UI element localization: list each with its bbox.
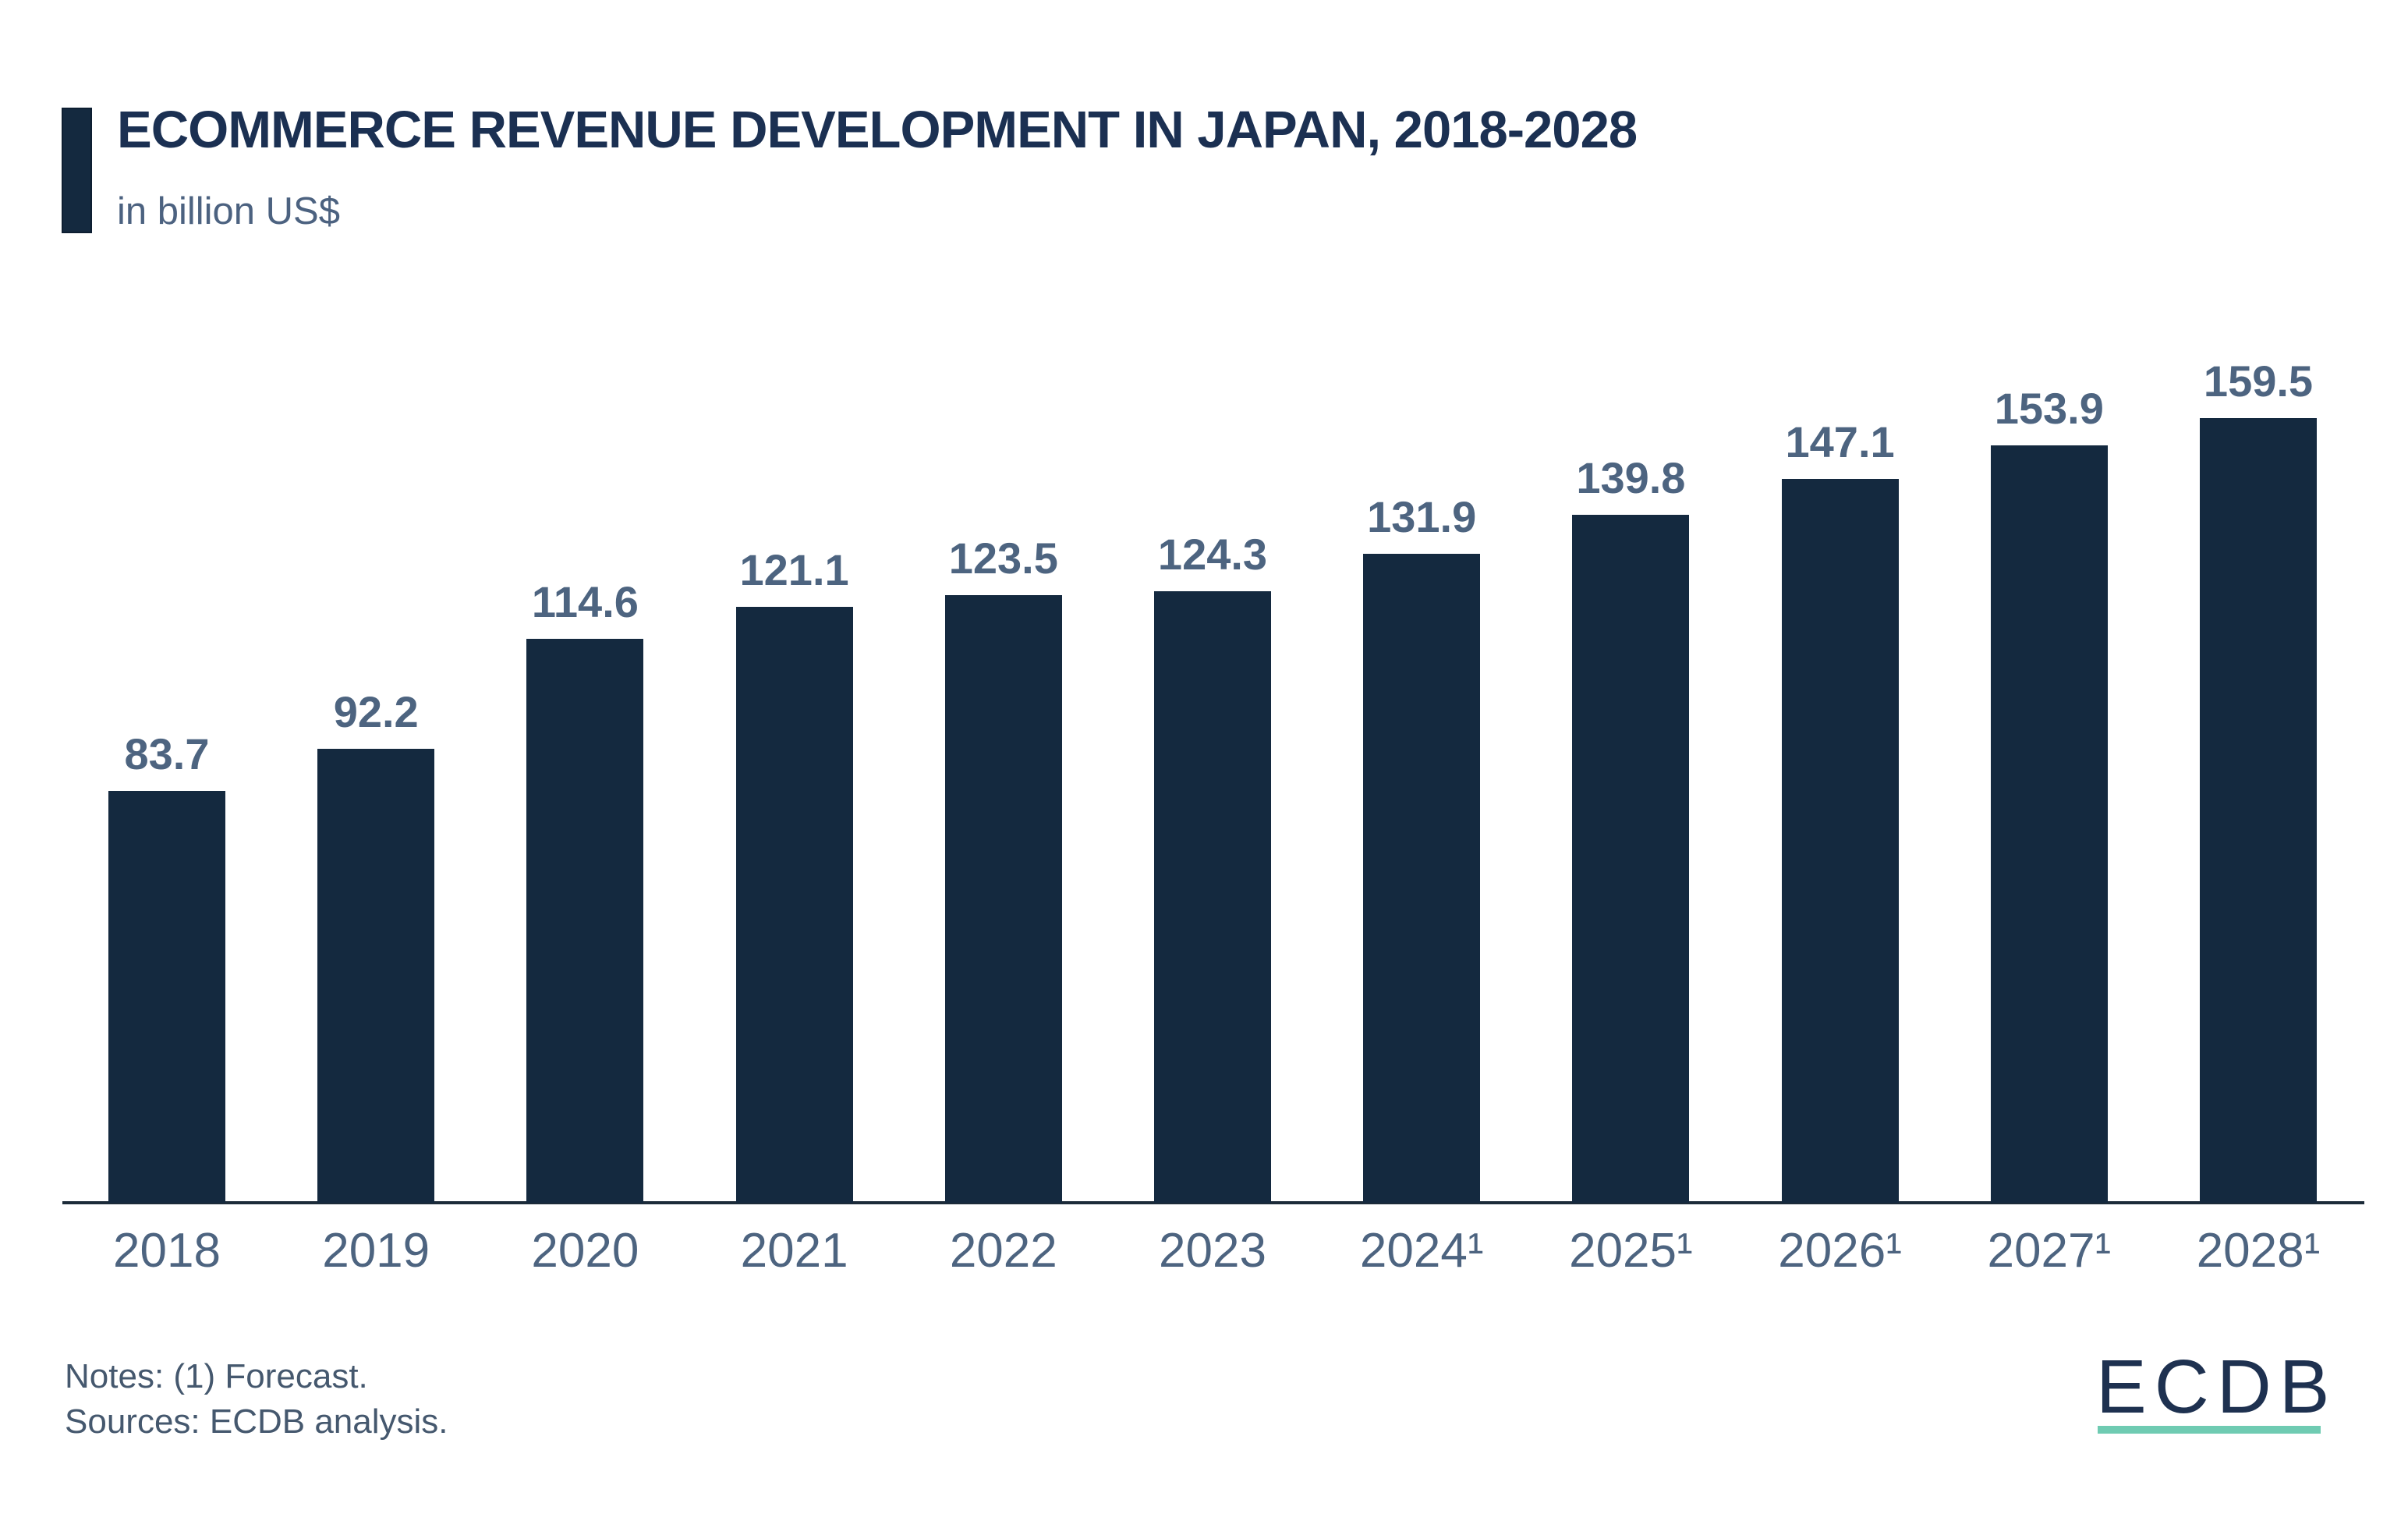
x-tick-label-2019: 2019 [322,1224,430,1278]
value-label-2020: 114.6 [531,577,639,626]
x-tick-label-2026: 2026¹ [1778,1224,1902,1278]
x-tick-label-2018: 2018 [113,1224,221,1278]
chart-title: ECOMMERCE REVENUE DEVELOPMENT IN JAPAN, … [117,101,1638,159]
ecdb-logo-underline [2098,1426,2321,1434]
chart-subtitle: in billion US$ [117,190,340,232]
bar-2018 [108,791,225,1203]
value-label-2022: 123.5 [948,534,1058,583]
value-label-2026: 147.1 [1785,417,1895,466]
x-tick-label-2020: 2020 [531,1224,639,1278]
value-label-2023: 124.3 [1157,530,1268,579]
bar-2023 [1154,591,1271,1203]
bar-2022 [944,595,1062,1203]
value-label-2018: 83.7 [124,729,210,778]
bar-2027 [1990,445,2108,1203]
x-axis-line [62,1201,2364,1204]
bar-2028 [2200,418,2317,1203]
value-label-2028: 159.5 [2203,356,2314,406]
x-tick-label-2021: 2021 [740,1224,848,1278]
x-tick-label-2024: 2024¹ [1359,1224,1484,1278]
notes-line: Notes: (1) Forecast. [65,1357,368,1395]
bar-2024 [1363,554,1481,1203]
chart-footnotes: Notes: (1) Forecast. Sources: ECDB analy… [65,1354,448,1445]
bar-2019 [317,749,435,1203]
value-label-2027: 153.9 [1994,384,2104,433]
x-tick-label-2027: 2027¹ [1987,1224,2112,1278]
bar-2021 [735,607,853,1203]
bar-2025 [1572,515,1690,1203]
x-tick-label-2025: 2025¹ [1569,1224,1693,1278]
value-label-2021: 121.1 [739,545,849,594]
title-accent-bar [62,108,92,233]
ecdb-logo: ECDB [2096,1344,2338,1429]
bar-2026 [1781,479,1899,1203]
value-label-2024: 131.9 [1367,492,1477,541]
sources-line: Sources: ECDB analysis. [65,1402,448,1441]
x-tick-label-2028: 2028¹ [2196,1224,2321,1278]
x-tick-label-2022: 2022 [949,1224,1057,1278]
value-label-2025: 139.8 [1576,453,1686,502]
x-tick-label-2023: 2023 [1159,1224,1266,1278]
bar-2020 [526,639,644,1203]
value-label-2019: 92.2 [333,687,419,736]
